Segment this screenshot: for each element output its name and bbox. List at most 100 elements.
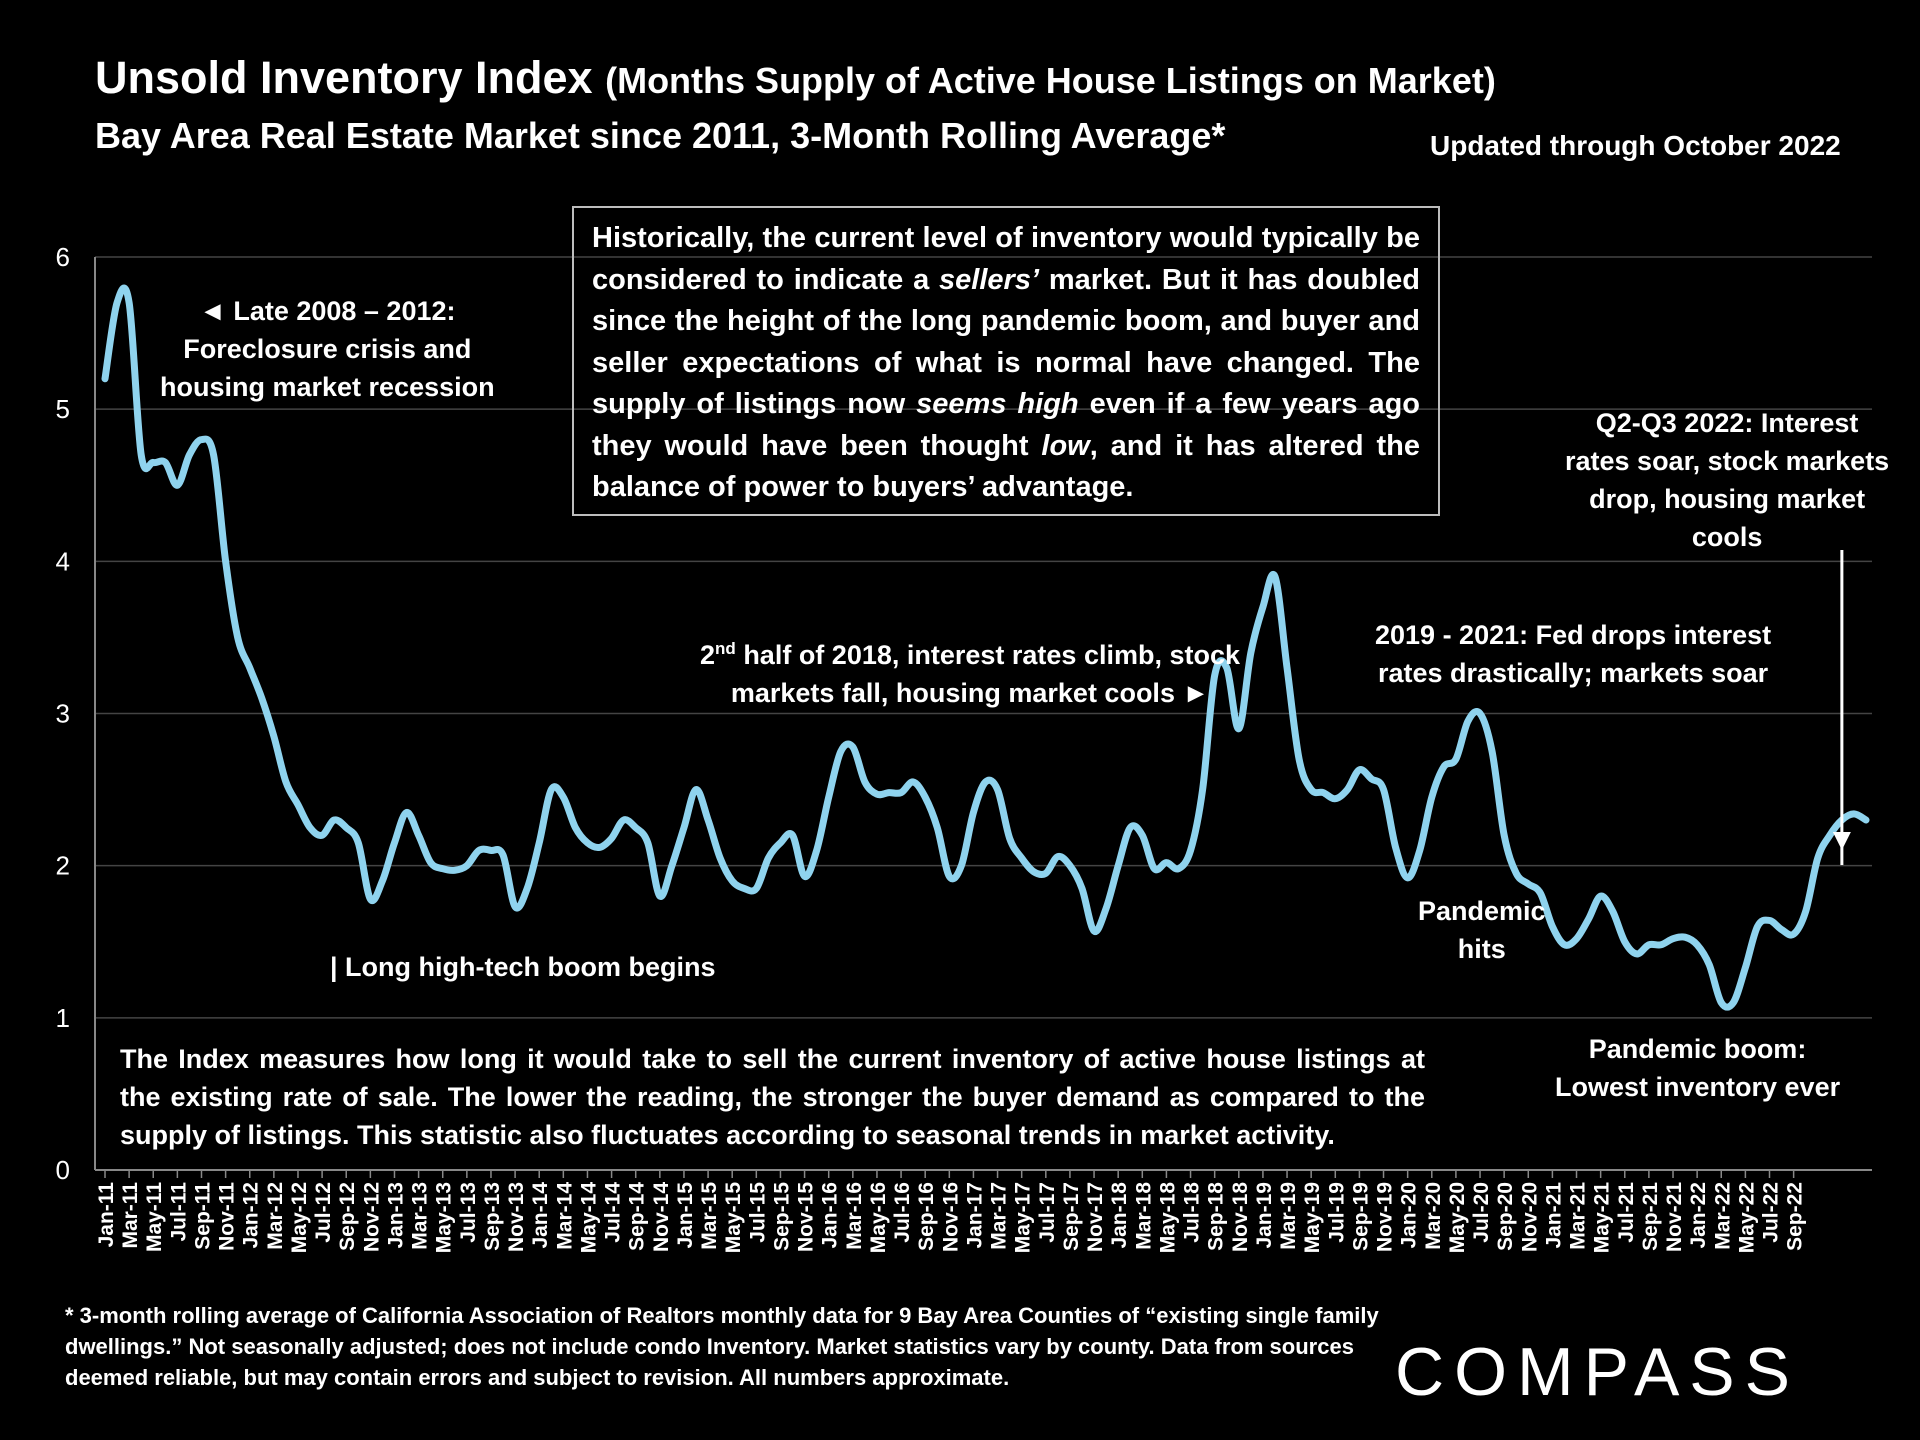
x-tick-label: Mar-17 <box>988 1182 1011 1250</box>
y-tick-label: 6 <box>56 242 70 272</box>
x-tick-label: Jul-21 <box>1615 1182 1638 1243</box>
x-tick-label: Mar-22 <box>1711 1182 1734 1250</box>
x-tick-label: Jan-13 <box>384 1182 407 1249</box>
x-tick-label: Jul-13 <box>457 1182 480 1243</box>
x-tick-label: Jul-17 <box>1036 1182 1059 1243</box>
x-tick-label: Nov-20 <box>1518 1182 1541 1252</box>
annotation-fed: 2019 - 2021: Fed drops interest rates dr… <box>1375 616 1771 692</box>
x-tick-label: Nov-19 <box>1374 1182 1397 1252</box>
x-tick-label: May-12 <box>288 1182 311 1253</box>
annotation-hightech: | Long high-tech boom begins <box>330 952 716 982</box>
title-main: Unsold Inventory Index <box>95 52 593 103</box>
x-tick-label: Jul-20 <box>1470 1182 1493 1243</box>
x-tick-label: May-19 <box>1301 1182 1324 1253</box>
annotation-late2008-line3: housing market recession <box>160 372 495 402</box>
x-tick-label: Sep-18 <box>1205 1182 1228 1251</box>
x-tick-label: Nov-14 <box>650 1182 673 1252</box>
x-tick-label: Mar-15 <box>698 1182 721 1250</box>
annotation-arrow <box>1832 550 1851 866</box>
x-tick-label: Nov-16 <box>939 1182 962 1252</box>
annotation-late2008-line1: ◄ Late 2008 – 2012: <box>199 296 456 326</box>
x-tick-label: Nov-17 <box>1084 1182 1107 1252</box>
annotation-q2q3-line2: rates soar, stock markets <box>1565 446 1890 476</box>
callout-text-4: , and it has altered the balance of powe… <box>592 429 1420 504</box>
annotation-fed-line2: rates drastically; markets soar <box>1377 658 1769 688</box>
y-axis-ticks: 0 1 2 3 4 5 6 <box>56 242 70 1185</box>
x-tick-label: Jul-16 <box>891 1182 914 1243</box>
x-tick-label: Nov-18 <box>1229 1182 1252 1252</box>
x-tick-label: Sep-16 <box>915 1182 938 1251</box>
x-tick-label: Sep-15 <box>770 1182 793 1251</box>
x-tick-label: Jan-12 <box>240 1182 263 1249</box>
callout-em-2: seems high <box>916 388 1079 420</box>
annotation-q2q3-line3: drop, housing market <box>1589 484 1866 514</box>
x-tick-label: May-17 <box>1012 1182 1035 1253</box>
x-tick-label: Sep-22 <box>1784 1182 1807 1251</box>
callout-box: Historically, the current level of inven… <box>572 206 1440 516</box>
x-tick-label: Mar-16 <box>843 1182 866 1250</box>
annotation-q2q3-line4: cools <box>1691 522 1763 552</box>
x-tick-label: Nov-11 <box>216 1182 239 1251</box>
annotation-2018-line1: 2nd half of 2018, interest rates climb, … <box>700 639 1241 670</box>
annotation-2018-line2: markets fall, housing market cools ► <box>730 678 1210 708</box>
x-tick-label: Mar-20 <box>1422 1182 1445 1250</box>
x-tick-label: Sep-21 <box>1639 1182 1662 1251</box>
x-tick-label: Jan-15 <box>674 1182 697 1249</box>
x-tick-label: Jan-11 <box>95 1182 118 1248</box>
annotation-pandemic-line2: hits <box>1457 934 1506 964</box>
y-tick-label: 5 <box>56 394 70 424</box>
annotation-boom-line1: Pandemic boom: <box>1588 1034 1807 1064</box>
series-line <box>101 284 1870 1011</box>
updated-label: Updated through October 2022 <box>1430 130 1841 161</box>
x-tick-label: Jan-14 <box>529 1182 552 1249</box>
x-tick-label: Mar-13 <box>409 1182 432 1250</box>
annotation-late2008: ◄ Late 2008 – 2012: Foreclosure crisis a… <box>160 292 495 406</box>
x-tick-label: May-20 <box>1446 1182 1469 1253</box>
x-tick-label: Jan-16 <box>819 1182 842 1249</box>
compass-logo: COMPASS <box>1395 1334 1801 1410</box>
x-tick-label: Jul-18 <box>1181 1182 1204 1243</box>
annotation-q2q3-line1: Q2-Q3 2022: Interest <box>1595 408 1859 438</box>
callout-em-1: sellers’ <box>939 263 1040 296</box>
x-tick-label: May-14 <box>577 1182 600 1254</box>
callout-em-3: low <box>1041 429 1090 462</box>
x-tick-label: May-22 <box>1735 1182 1758 1253</box>
annotation-fed-line1: 2019 - 2021: Fed drops interest <box>1375 620 1772 650</box>
footnote: * 3-month rolling average of California … <box>65 1303 1379 1390</box>
annotation-pandemic-line1: Pandemic <box>1418 896 1546 926</box>
annotation-q2q3: Q2-Q3 2022: Interest rates soar, stock m… <box>1565 404 1889 556</box>
y-tick-label: 2 <box>56 851 70 881</box>
x-tick-label: Mar-12 <box>264 1182 287 1250</box>
x-tick-label: Mar-19 <box>1277 1182 1300 1250</box>
x-tick-label: Jul-15 <box>746 1182 769 1243</box>
x-tick-label: Mar-14 <box>553 1182 576 1250</box>
x-tick-label: May-16 <box>867 1182 890 1253</box>
x-tick-label: Jan-22 <box>1687 1182 1710 1249</box>
x-tick-label: Jan-20 <box>1398 1182 1421 1249</box>
x-tick-label: Nov-21 <box>1663 1182 1686 1252</box>
callout-text-3: even if a few years ago they would have … <box>592 388 1421 462</box>
x-tick-label: Sep-17 <box>1060 1182 1083 1251</box>
annotation-pandemic: Pandemic hits <box>1418 892 1546 968</box>
chart-title: Unsold Inventory Index (Months Supply of… <box>95 52 1496 104</box>
annotation-2018: 2nd half of 2018, interest rates climb, … <box>700 630 1240 712</box>
x-tick-label: Jan-19 <box>1253 1182 1276 1249</box>
x-tick-label: Sep-20 <box>1494 1182 1517 1251</box>
x-tick-label: Mar-18 <box>1132 1182 1155 1250</box>
callout-text-1: Historically, the current level of inven… <box>592 222 1420 296</box>
x-tick-label: Jul-19 <box>1325 1182 1348 1243</box>
chart-subtitle: Bay Area Real Estate Market since 2011, … <box>95 115 1226 156</box>
y-tick-label: 3 <box>56 699 70 729</box>
x-tick-label: Jan-17 <box>963 1182 986 1249</box>
x-tick-label: Nov-13 <box>505 1182 528 1252</box>
annotation-boom-line2: Lowest inventory ever <box>1555 1072 1841 1102</box>
annotation-late2008-line2: Foreclosure crisis and <box>183 334 472 364</box>
x-tick-label: May-15 <box>722 1182 745 1254</box>
x-tick-label: Jan-18 <box>1108 1182 1131 1249</box>
x-tick-label: May-18 <box>1156 1182 1179 1254</box>
x-tick-label: May-13 <box>433 1182 456 1253</box>
index-note: The Index measures how long it would tak… <box>120 1044 1425 1150</box>
x-tick-label: Sep-12 <box>336 1182 359 1251</box>
title-sub: (Months Supply of Active House Listings … <box>605 60 1496 101</box>
